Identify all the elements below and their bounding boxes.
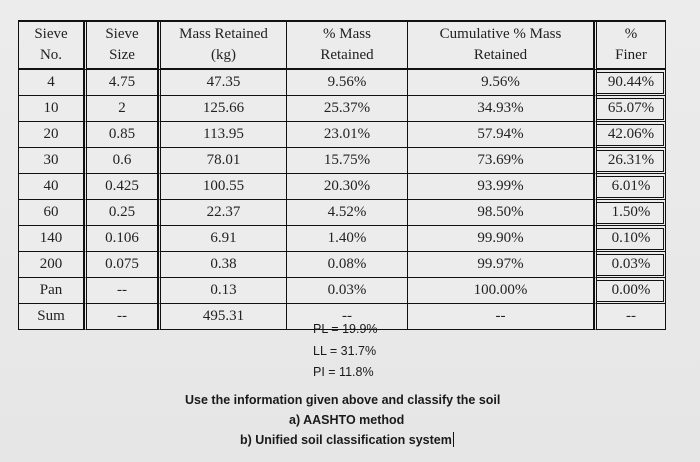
cell-sieve-size: -- [84, 304, 158, 330]
cell-percent-finer: 42.06% [594, 122, 666, 148]
cell-sieve-no: 60 [19, 200, 84, 226]
header-sieve-no: Sieve No. [19, 22, 84, 70]
cell-percent-retained: 23.01% [287, 122, 408, 148]
cell-mass-retained: 0.13 [158, 278, 287, 304]
cell-cumulative-retained: 57.94% [408, 122, 594, 148]
cell-percent-finer: 0.00% [594, 278, 666, 304]
cell-percent-finer: 26.31% [594, 148, 666, 174]
cell-mass-retained: 113.95 [158, 122, 287, 148]
header-line: Retained [320, 47, 374, 63]
cell-percent-finer: 0.03% [594, 252, 666, 278]
cell-percent-finer: 6.01% [594, 174, 666, 200]
header-line: (kg) [211, 47, 236, 63]
table-row: Sum -- 495.31 -- -- -- [19, 304, 666, 330]
header-line: Mass Retained [179, 26, 268, 42]
cell-percent-finer: 1.50% [594, 200, 666, 226]
table-row: 30 0.6 78.01 15.75% 73.69% 26.31% [19, 148, 666, 174]
cell-sieve-size: 0.075 [84, 252, 158, 278]
text-cursor [452, 432, 454, 447]
cell-mass-retained: 0.38 [158, 252, 287, 278]
cell-sieve-no: 4 [19, 70, 84, 96]
cell-sieve-no: 140 [19, 226, 84, 252]
cell-sieve-size: -- [84, 278, 158, 304]
cell-percent-retained: 4.52% [287, 200, 408, 226]
cell-percent-retained: 20.30% [287, 174, 408, 200]
cell-percent-retained: 9.56% [287, 70, 408, 96]
cell-percent-finer: 65.07% [594, 96, 666, 122]
cell-sieve-no: 20 [19, 122, 84, 148]
cell-cumulative-retained: 73.69% [408, 148, 594, 174]
cell-mass-retained: 100.55 [158, 174, 287, 200]
header-line: Sieve [105, 26, 139, 42]
header-sieve-size: Sieve Size [84, 22, 158, 70]
header-line: No. [39, 47, 63, 63]
plastic-limit: PL = 19.9% [313, 322, 378, 336]
cell-percent-retained: 1.40% [287, 226, 408, 252]
cell-mass-retained: 78.01 [158, 148, 287, 174]
table-row: 4 4.75 47.35 9.56% 9.56% 90.44% [19, 70, 666, 96]
header-cumulative-retained: Cumulative % Mass Retained [408, 22, 594, 70]
cell-cumulative-retained: 99.97% [408, 252, 594, 278]
cell-sieve-size: 2 [84, 96, 158, 122]
header-mass-retained: Mass Retained (kg) [158, 22, 287, 70]
question-prompt: Use the information given above and clas… [185, 393, 501, 407]
plasticity-index: PI = 11.8% [313, 365, 374, 379]
cell-sieve-size: 0.85 [84, 122, 158, 148]
sieve-analysis-table: Sieve No. Sieve Size Mass Retained (kg) … [18, 20, 666, 330]
cell-mass-retained: 22.37 [158, 200, 287, 226]
table-row: 40 0.425 100.55 20.30% 93.99% 6.01% [19, 174, 666, 200]
question-part-a: a) AASHTO method [289, 413, 405, 427]
cell-percent-finer: 0.10% [594, 226, 666, 252]
table-row: 200 0.075 0.38 0.08% 99.97% 0.03% [19, 252, 666, 278]
cell-cumulative-retained: -- [408, 304, 594, 330]
question-part-b-wrap: b) Unified soil classification system [240, 432, 454, 447]
cell-cumulative-retained: 99.90% [408, 226, 594, 252]
cell-cumulative-retained: 34.93% [408, 96, 594, 122]
header-line: Cumulative % Mass [439, 26, 562, 42]
cell-sieve-size: 4.75 [84, 70, 158, 96]
table-row: 60 0.25 22.37 4.52% 98.50% 1.50% [19, 200, 666, 226]
cell-sieve-no: Sum [19, 304, 84, 330]
question-part-b: b) Unified soil classification system [240, 433, 452, 447]
table-row: Pan -- 0.13 0.03% 100.00% 0.00% [19, 278, 666, 304]
liquid-limit: LL = 31.7% [313, 344, 377, 358]
cell-percent-retained: 0.08% [287, 252, 408, 278]
table-row: 140 0.106 6.91 1.40% 99.90% 0.10% [19, 226, 666, 252]
cell-sieve-size: 0.425 [84, 174, 158, 200]
cell-cumulative-retained: 9.56% [408, 70, 594, 96]
cell-percent-retained: 0.03% [287, 278, 408, 304]
cell-percent-finer: -- [594, 304, 666, 330]
header-line: Sieve [34, 26, 68, 42]
table-row: 20 0.85 113.95 23.01% 57.94% 42.06% [19, 122, 666, 148]
table-row: 10 2 125.66 25.37% 34.93% 65.07% [19, 96, 666, 122]
cell-percent-retained: -- [287, 304, 408, 330]
cell-percent-retained: 25.37% [287, 96, 408, 122]
cell-mass-retained: 125.66 [158, 96, 287, 122]
header-percent-mass-retained: % Mass Retained [287, 22, 408, 70]
header-percent-finer: % Finer [594, 22, 666, 70]
header-line: % Mass [323, 26, 371, 42]
header-line: Retained [473, 47, 528, 63]
cell-sieve-size: 0.25 [84, 200, 158, 226]
cell-cumulative-retained: 98.50% [408, 200, 594, 226]
cell-mass-retained: 47.35 [158, 70, 287, 96]
cell-mass-retained: 495.31 [158, 304, 287, 330]
cell-sieve-no: 200 [19, 252, 84, 278]
cell-sieve-size: 0.106 [84, 226, 158, 252]
cell-sieve-size: 0.6 [84, 148, 158, 174]
cell-percent-retained: 15.75% [287, 148, 408, 174]
cell-mass-retained: 6.91 [158, 226, 287, 252]
cell-percent-finer: 90.44% [594, 70, 666, 96]
cell-sieve-no: 40 [19, 174, 84, 200]
cell-cumulative-retained: 93.99% [408, 174, 594, 200]
cell-cumulative-retained: 100.00% [408, 278, 594, 304]
header-line: Size [109, 47, 135, 63]
cell-sieve-no: Pan [19, 278, 84, 304]
cell-sieve-no: 10 [19, 96, 84, 122]
header-line: % [624, 26, 638, 42]
table-header-row: Sieve No. Sieve Size Mass Retained (kg) … [19, 22, 666, 70]
cell-sieve-no: 30 [19, 148, 84, 174]
header-line: Finer [615, 47, 647, 63]
